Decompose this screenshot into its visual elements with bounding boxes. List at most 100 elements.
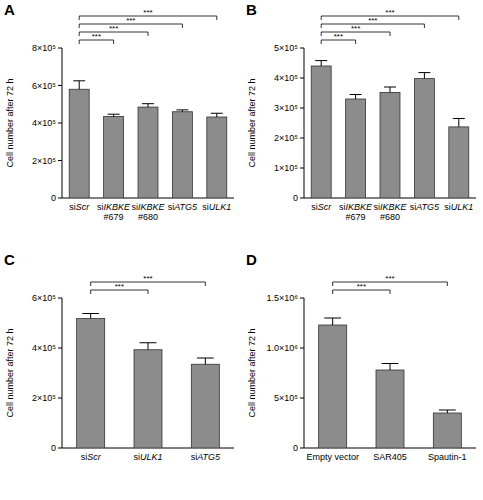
y-tick-label: 6×10⁵ [32,81,56,91]
bar [433,413,461,448]
error-bar [439,410,456,413]
error-bar [211,113,223,117]
error-stem [458,119,459,127]
label-gene: IKBKE [104,202,132,212]
significance-label: *** [92,32,101,41]
y-axis-label: Cell number after 72 h [247,78,257,167]
bar [69,89,89,198]
error-stem [390,364,391,371]
error-cap [453,118,465,119]
error-stem [321,61,322,66]
significance-label: *** [143,8,152,17]
y-tick [300,168,304,169]
x-tick-label: siULK1 [444,202,473,212]
y-tick [58,123,62,124]
error-cap [82,313,99,314]
panel: DCell number after 72 h05×10⁵1.0×10⁶1.5×… [246,251,476,462]
y-tick [58,160,62,161]
bar [172,112,192,198]
panel: CCell number after 72 h02×10⁵4×10⁵6×10⁵s… [4,251,234,462]
label-gene: ATG5 [415,202,440,212]
significance-label: *** [126,16,135,25]
bars [69,81,227,198]
y-axis [304,48,305,198]
y-tick-label: 4×10⁵ [32,343,56,353]
label-gene: Scr [76,202,91,212]
x-tick-label: siIKBKE#680 [131,202,165,222]
y-tick-label: 0 [51,193,56,203]
y-tick [300,138,304,139]
x-tick-label: siATG5 [168,202,198,212]
y-tick [58,48,62,49]
bar [319,325,347,448]
error-cap [350,94,362,95]
bars [77,314,220,449]
label-line: Spautin-1 [428,452,467,462]
panel-label: C [4,251,15,268]
label-line: siIKBKE [339,202,373,212]
bar [346,99,366,198]
y-tick [300,298,304,299]
y-tick-label: 8×10⁵ [32,43,56,53]
significance-label: *** [109,24,118,33]
error-bar [350,95,362,100]
significance-label: *** [385,274,394,283]
error-bar [197,358,214,364]
significance-label: *** [357,282,366,291]
y-tick-label: 2×10⁵ [274,133,298,143]
y-tick-label: 4×10⁵ [274,73,298,83]
y-tick-label: 2×10⁵ [32,393,56,403]
label-gene: Scr [318,202,333,212]
error-stem [79,81,80,89]
y-tick [300,108,304,109]
error-cap [176,109,188,110]
bar [449,127,469,198]
y-tick [58,198,62,199]
label-line: #679 [104,212,124,222]
label-line: siIKBKE [131,202,165,212]
error-cap [108,114,120,115]
label-line: siATG5 [410,202,440,212]
y-axis-label: Cell number after 72 h [5,328,15,417]
error-bar [382,364,399,371]
y-tick-label: 0 [51,443,56,453]
y-axis [304,298,305,448]
y-tick-label: 2×10⁵ [32,156,56,166]
label-line: Empty vector [306,452,359,462]
panel-label: B [246,1,257,18]
y-tick-label: 5×10⁵ [274,43,298,53]
error-bar [73,81,85,89]
bar [104,116,124,198]
error-cap [315,60,327,61]
error-cap [324,318,341,319]
x-tick-label: siScr [69,202,90,212]
significance-label: *** [334,32,343,41]
y-tick [300,48,304,49]
label-gene: IKBKE [138,202,166,212]
label-line: siIKBKE [97,202,131,212]
panel: BCell number after 72 h01×10⁵2×10⁵3×10⁵4… [246,1,476,222]
bars [319,318,462,448]
error-bar [453,119,465,127]
x-tick-label: SAR405 [373,452,407,462]
error-bar [142,104,154,107]
error-stem [205,358,206,364]
x-tick-label: siScr [311,202,332,212]
y-tick-label: 5×10⁵ [274,393,298,403]
error-stem [148,343,149,350]
bars [311,61,469,198]
error-cap [142,103,154,104]
y-tick [300,448,304,449]
label-line: siScr [81,452,102,462]
error-cap [439,410,456,411]
error-bar [384,87,396,92]
x-tick-label: siScr [81,452,102,462]
panel-label: D [246,251,257,268]
bar [380,92,400,198]
error-bar [82,314,99,319]
y-tick [58,448,62,449]
error-cap [73,80,85,81]
error-cap [418,72,430,73]
y-tick [300,198,304,199]
y-tick-label: 1.0×10⁶ [267,343,299,353]
